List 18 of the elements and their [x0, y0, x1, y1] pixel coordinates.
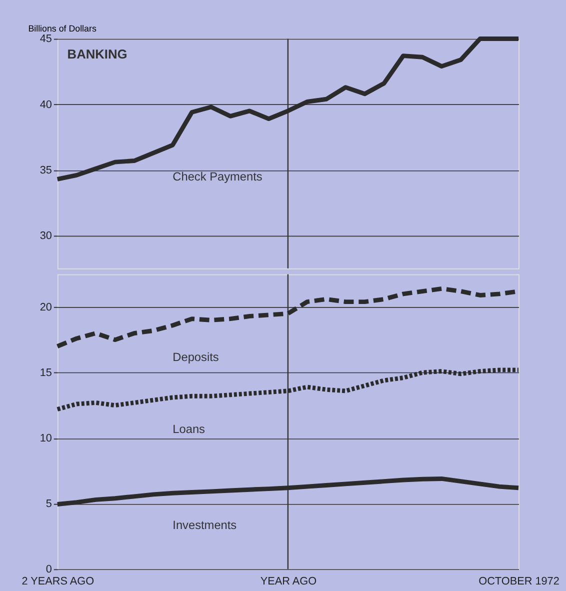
y-tick-label: 20 [40, 302, 52, 314]
text: Investments [172, 518, 237, 532]
y-tick-label: 45 [40, 33, 52, 46]
y-tick-label: 0 [46, 564, 52, 576]
text: BANKING [67, 46, 128, 62]
x-tick-label: 2 YEARS AGO [22, 575, 94, 588]
series-label: Check Payments [172, 170, 262, 184]
y-axis-title: Billions of Dollars [28, 23, 97, 34]
y-tick-label: 30 [40, 230, 52, 242]
y-tick-label: 35 [40, 164, 52, 176]
x-tick-label: OCTOBER 1972 [478, 575, 560, 588]
y-tick-label: 15 [40, 367, 52, 380]
x-tick-label: YEAR AGO [260, 575, 317, 588]
y-tick-label: 10 [40, 432, 52, 445]
series-label: Deposits [172, 350, 219, 364]
text: Loans [172, 422, 206, 436]
y-tick-label: 5 [46, 498, 52, 510]
y-tick-label: 40 [40, 98, 52, 111]
